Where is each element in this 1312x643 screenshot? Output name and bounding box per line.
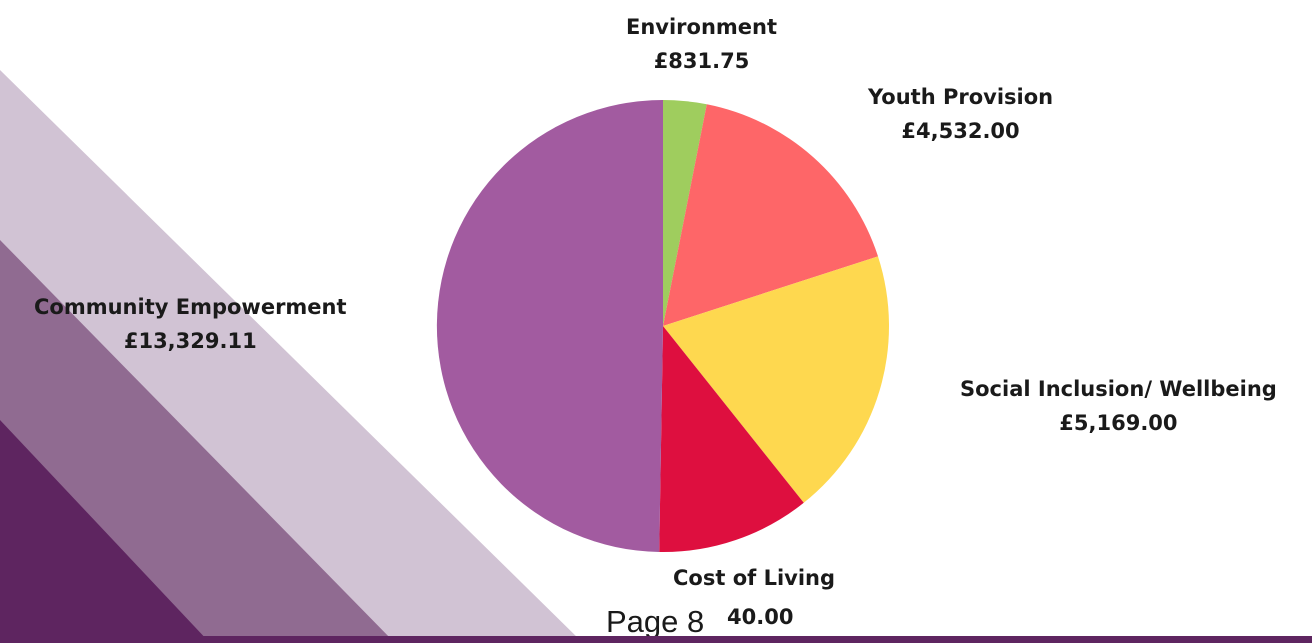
label-community-empowerment-name: Community Empowerment bbox=[34, 295, 347, 319]
pie-slice-social-inclusion-wellbeing bbox=[663, 256, 889, 503]
pie-slices bbox=[436, 99, 889, 553]
label-cost-of-living-value: 40.00 bbox=[727, 600, 793, 634]
label-cost-of-living-value-text: 40.00 bbox=[727, 605, 794, 629]
label-community-empowerment: Community Empowerment £13,329.11 bbox=[34, 290, 347, 358]
label-social-inclusion: Social Inclusion/ Wellbeing £5,169.00 bbox=[960, 372, 1277, 440]
bottom-band bbox=[0, 636, 1312, 643]
label-cost-of-living: Cost of Living bbox=[673, 561, 835, 595]
label-environment: Environment £831.75 bbox=[626, 10, 777, 78]
label-social-inclusion-name: Social Inclusion/ Wellbeing bbox=[960, 377, 1277, 401]
pie-slice-environment bbox=[663, 100, 707, 326]
label-community-empowerment-value: £13,329.11 bbox=[123, 329, 257, 353]
label-youth-provision: Youth Provision £4,532.00 bbox=[868, 80, 1053, 148]
pie-slice-community-empowerment bbox=[436, 99, 663, 552]
label-environment-name: Environment bbox=[626, 15, 778, 39]
stripe-dark bbox=[0, 420, 210, 643]
label-youth-provision-value: £4,532.00 bbox=[901, 119, 1020, 143]
pie-slice-cost-of-living bbox=[659, 326, 804, 553]
pie-slice-youth-provision bbox=[663, 104, 878, 326]
label-environment-value: £831.75 bbox=[653, 49, 750, 73]
label-social-inclusion-value: £5,169.00 bbox=[1059, 411, 1178, 435]
label-cost-of-living-name: Cost of Living bbox=[673, 566, 836, 590]
label-youth-provision-name: Youth Provision bbox=[868, 85, 1054, 109]
page-number: Page 8 bbox=[606, 602, 707, 642]
